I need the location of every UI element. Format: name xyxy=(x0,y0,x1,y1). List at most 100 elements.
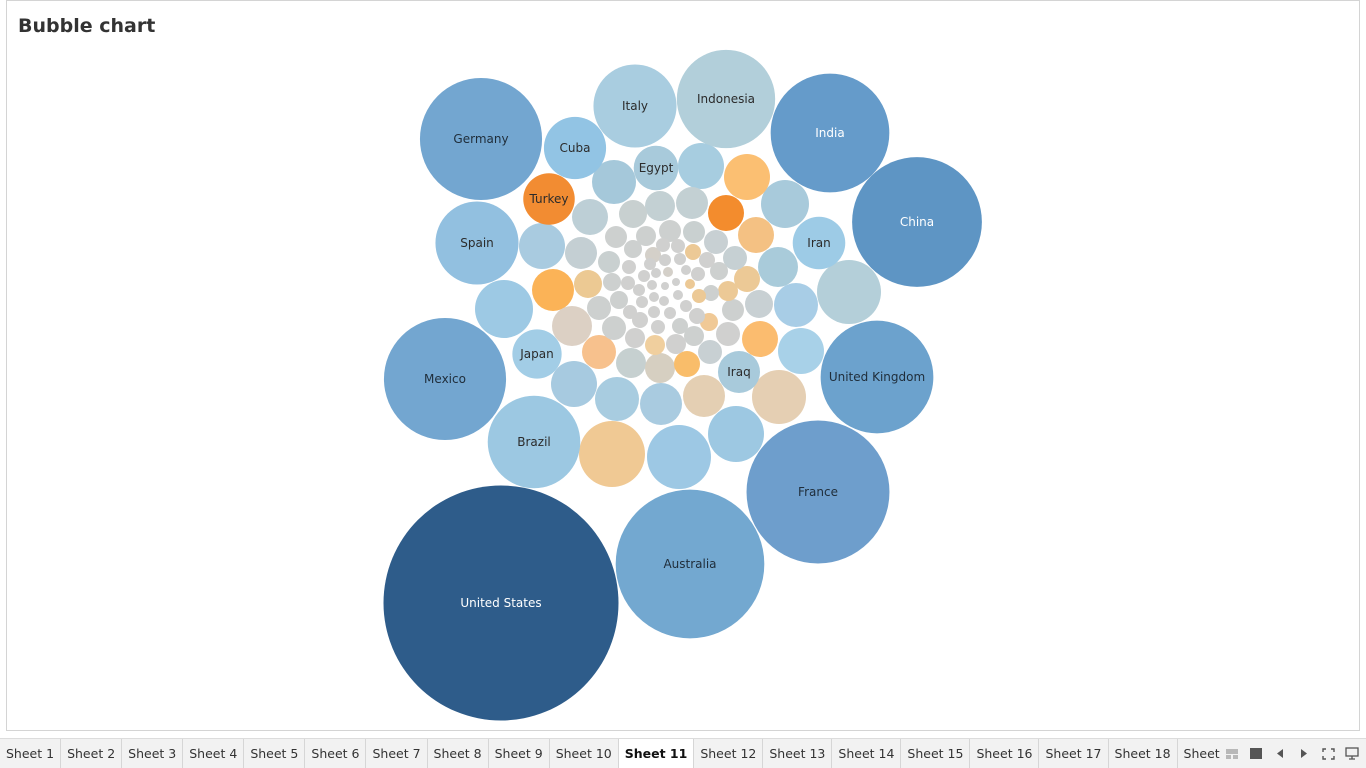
bubble-unlabeled[interactable] xyxy=(685,244,701,260)
bubble-united-states[interactable] xyxy=(383,485,619,721)
bubble-unlabeled[interactable] xyxy=(651,320,665,334)
bubble-japan[interactable] xyxy=(512,329,562,379)
tab-sheet-6[interactable]: Sheet 6 xyxy=(305,739,367,768)
bubble-unlabeled[interactable] xyxy=(532,269,574,311)
bubble-italy[interactable] xyxy=(593,64,677,148)
bubble-unlabeled[interactable] xyxy=(704,230,728,254)
bubble-unlabeled[interactable] xyxy=(659,220,681,242)
bubble-unlabeled[interactable] xyxy=(622,260,636,274)
bubble-unlabeled[interactable] xyxy=(692,289,706,303)
bubble-unlabeled[interactable] xyxy=(663,267,673,277)
bubble-unlabeled[interactable] xyxy=(645,335,665,355)
tab-sheet-13[interactable]: Sheet 13 xyxy=(763,739,833,768)
bubble-unlabeled[interactable] xyxy=(475,280,533,338)
bubble-united-kingdom[interactable] xyxy=(820,320,934,434)
bubble-unlabeled[interactable] xyxy=(644,258,656,270)
bubble-unlabeled[interactable] xyxy=(689,308,705,324)
bubble-unlabeled[interactable] xyxy=(616,348,646,378)
tab-sheet-11[interactable]: Sheet 11 xyxy=(618,739,695,768)
bubble-unlabeled[interactable] xyxy=(656,238,670,252)
bubble-unlabeled[interactable] xyxy=(681,265,691,275)
bubble-unlabeled[interactable] xyxy=(673,290,683,300)
bubble-unlabeled[interactable] xyxy=(691,267,705,281)
bubble-unlabeled[interactable] xyxy=(565,237,597,269)
tab-sheet-1[interactable]: Sheet 1 xyxy=(0,739,62,768)
tab-sheet-15[interactable]: Sheet 15 xyxy=(901,739,971,768)
bubble-unlabeled[interactable] xyxy=(676,187,708,219)
bubble-unlabeled[interactable] xyxy=(519,223,565,269)
bubble-brazil[interactable] xyxy=(487,395,581,489)
bubble-unlabeled[interactable] xyxy=(640,383,682,425)
bubble-unlabeled[interactable] xyxy=(623,305,637,319)
bubble-unlabeled[interactable] xyxy=(708,195,744,231)
bubble-iraq[interactable] xyxy=(717,350,761,394)
bubble-unlabeled[interactable] xyxy=(645,353,675,383)
bubble-unlabeled[interactable] xyxy=(672,278,680,286)
bubble-unlabeled[interactable] xyxy=(649,292,659,302)
bubble-unlabeled[interactable] xyxy=(659,296,669,306)
bubble-unlabeled[interactable] xyxy=(778,328,824,374)
bubble-spain[interactable] xyxy=(435,201,519,285)
tab-sheet-2[interactable]: Sheet 2 xyxy=(61,739,123,768)
bubble-unlabeled[interactable] xyxy=(716,322,740,346)
bubble-unlabeled[interactable] xyxy=(678,143,724,189)
tab-sheet-18[interactable]: Sheet 18 xyxy=(1109,739,1178,768)
tab-sheet-4[interactable]: Sheet 4 xyxy=(183,739,245,768)
bubble-unlabeled[interactable] xyxy=(619,200,647,228)
bubble-chart[interactable]: United States Australia France Mexico German… xyxy=(0,0,1366,736)
bubble-unlabeled[interactable] xyxy=(574,270,602,298)
bubble-unlabeled[interactable] xyxy=(680,300,692,312)
bubble-unlabeled[interactable] xyxy=(684,326,704,346)
bubble-unlabeled[interactable] xyxy=(624,240,642,258)
bubble-unlabeled[interactable] xyxy=(572,199,608,235)
bubble-unlabeled[interactable] xyxy=(552,306,592,346)
bubble-unlabeled[interactable] xyxy=(708,406,764,462)
previous-sheet-icon[interactable] xyxy=(1272,746,1288,762)
bubble-unlabeled[interactable] xyxy=(723,246,747,270)
bubble-unlabeled[interactable] xyxy=(752,370,806,424)
bubble-unlabeled[interactable] xyxy=(551,361,597,407)
bubble-mexico[interactable] xyxy=(383,317,507,441)
bubble-unlabeled[interactable] xyxy=(587,296,611,320)
bubble-unlabeled[interactable] xyxy=(683,375,725,417)
bubble-iran[interactable] xyxy=(792,216,846,270)
bubble-unlabeled[interactable] xyxy=(738,217,774,253)
bubble-unlabeled[interactable] xyxy=(666,334,686,354)
bubble-unlabeled[interactable] xyxy=(621,276,635,290)
bubble-unlabeled[interactable] xyxy=(598,251,620,273)
bubble-unlabeled[interactable] xyxy=(625,328,645,348)
bubble-unlabeled[interactable] xyxy=(703,285,719,301)
tab-sheet-3[interactable]: Sheet 3 xyxy=(122,739,184,768)
bubble-unlabeled[interactable] xyxy=(718,281,738,301)
show-filmstrip-icon[interactable] xyxy=(1224,746,1240,762)
bubble-unlabeled[interactable] xyxy=(685,279,695,289)
bubble-unlabeled[interactable] xyxy=(661,282,669,290)
bubble-india[interactable] xyxy=(770,73,890,193)
bubble-unlabeled[interactable] xyxy=(774,283,818,327)
bubble-unlabeled[interactable] xyxy=(638,270,650,282)
bubble-germany[interactable] xyxy=(419,77,543,201)
tab-sheet-17[interactable]: Sheet 17 xyxy=(1039,739,1109,768)
presentation-mode-icon[interactable] xyxy=(1344,746,1360,762)
bubble-unlabeled[interactable] xyxy=(645,191,675,221)
tab-sheet-5[interactable]: Sheet 5 xyxy=(244,739,306,768)
bubble-unlabeled[interactable] xyxy=(758,247,798,287)
bubble-france[interactable] xyxy=(746,420,890,564)
bubble-unlabeled[interactable] xyxy=(632,312,648,328)
bubble-unlabeled[interactable] xyxy=(724,154,770,200)
tab-sheet-14[interactable]: Sheet 14 xyxy=(832,739,902,768)
bubble-egypt[interactable] xyxy=(633,145,679,191)
bubble-unlabeled[interactable] xyxy=(647,280,657,290)
bubble-unlabeled[interactable] xyxy=(579,421,645,487)
tab-sheet-10[interactable]: Sheet 10 xyxy=(550,739,619,768)
fullscreen-icon[interactable] xyxy=(1320,746,1336,762)
bubble-unlabeled[interactable] xyxy=(745,290,773,318)
tab-sheet-16[interactable]: Sheet 16 xyxy=(970,739,1040,768)
tab-sheet-9[interactable]: Sheet 9 xyxy=(489,739,550,768)
bubble-china[interactable] xyxy=(852,157,982,287)
tab-sheet-12[interactable]: Sheet 12 xyxy=(694,739,764,768)
bubble-turkey[interactable] xyxy=(523,173,575,225)
bubble-unlabeled[interactable] xyxy=(603,273,621,291)
bubble-unlabeled[interactable] xyxy=(647,425,711,489)
bubble-unlabeled[interactable] xyxy=(582,335,616,369)
